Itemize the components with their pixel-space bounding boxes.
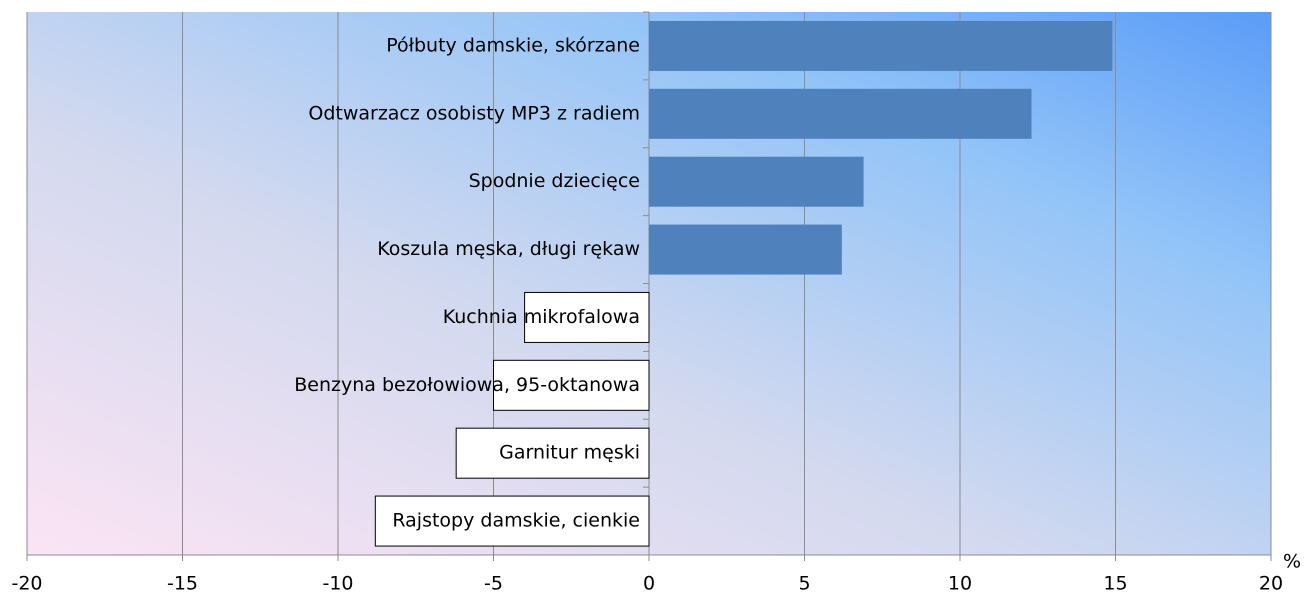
- bar: [524, 291, 650, 343]
- bar: [493, 359, 650, 411]
- x-tick-label: 10: [948, 573, 972, 595]
- category-label: Spodnie dziecięce: [469, 170, 640, 192]
- bar: [649, 224, 842, 275]
- category-label: Kuchnia mikrofalowa: [443, 306, 640, 328]
- category-label: Odtwarzacz osobisty MP3 z radiem: [308, 102, 640, 124]
- bar: [649, 20, 1113, 71]
- x-tick-label: -10: [322, 573, 353, 595]
- x-tick-label: 0: [643, 573, 655, 595]
- x-tick-label: 20: [1259, 573, 1283, 595]
- bar: [649, 156, 864, 207]
- bar: [374, 495, 650, 547]
- category-label: Garnitur męski: [499, 442, 640, 464]
- x-tick-label: 5: [798, 573, 810, 595]
- bar: [455, 427, 650, 479]
- x-tick-label: 15: [1103, 573, 1127, 595]
- x-tick-label: -5: [484, 573, 503, 595]
- x-tick-label: -15: [167, 573, 198, 595]
- category-label: Koszula męska, długi rękaw: [377, 238, 640, 260]
- x-axis-label: %: [1283, 551, 1301, 573]
- category-label: Benzyna bezołowiowa, 95-oktanowa: [294, 374, 640, 396]
- category-label: Półbuty damskie, skórzane: [386, 34, 640, 56]
- bar: [649, 88, 1032, 139]
- category-label: Rajstopy damskie, cienkie: [392, 510, 640, 532]
- x-tick-label: -20: [11, 573, 42, 595]
